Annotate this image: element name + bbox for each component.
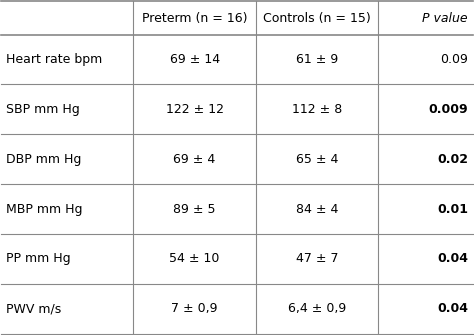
Text: PP mm Hg: PP mm Hg — [6, 252, 71, 265]
Text: SBP mm Hg: SBP mm Hg — [6, 103, 80, 116]
Text: MBP mm Hg: MBP mm Hg — [6, 203, 82, 215]
Text: 6,4 ± 0,9: 6,4 ± 0,9 — [288, 302, 346, 315]
Text: 0.04: 0.04 — [437, 252, 468, 265]
Text: 0.02: 0.02 — [437, 153, 468, 166]
Text: Controls (n = 15): Controls (n = 15) — [263, 11, 371, 24]
Text: 69 ± 14: 69 ± 14 — [170, 53, 219, 66]
Text: 7 ± 0,9: 7 ± 0,9 — [171, 302, 218, 315]
Text: 84 ± 4: 84 ± 4 — [296, 203, 338, 215]
Text: PWV m/s: PWV m/s — [6, 302, 61, 315]
Text: 122 ± 12: 122 ± 12 — [165, 103, 224, 116]
Text: 89 ± 5: 89 ± 5 — [173, 203, 216, 215]
Text: 0.009: 0.009 — [428, 103, 468, 116]
Text: Preterm (n = 16): Preterm (n = 16) — [142, 11, 247, 24]
Text: 0.09: 0.09 — [440, 53, 468, 66]
Text: 54 ± 10: 54 ± 10 — [169, 252, 220, 265]
Text: 0.01: 0.01 — [437, 203, 468, 215]
Text: 69 ± 4: 69 ± 4 — [173, 153, 216, 166]
Text: P value: P value — [422, 11, 468, 24]
Text: 112 ± 8: 112 ± 8 — [292, 103, 342, 116]
Text: 65 ± 4: 65 ± 4 — [296, 153, 338, 166]
Text: 0.04: 0.04 — [437, 302, 468, 315]
Text: 61 ± 9: 61 ± 9 — [296, 53, 338, 66]
Text: Heart rate bpm: Heart rate bpm — [6, 53, 102, 66]
Text: DBP mm Hg: DBP mm Hg — [6, 153, 82, 166]
Text: 47 ± 7: 47 ± 7 — [296, 252, 338, 265]
